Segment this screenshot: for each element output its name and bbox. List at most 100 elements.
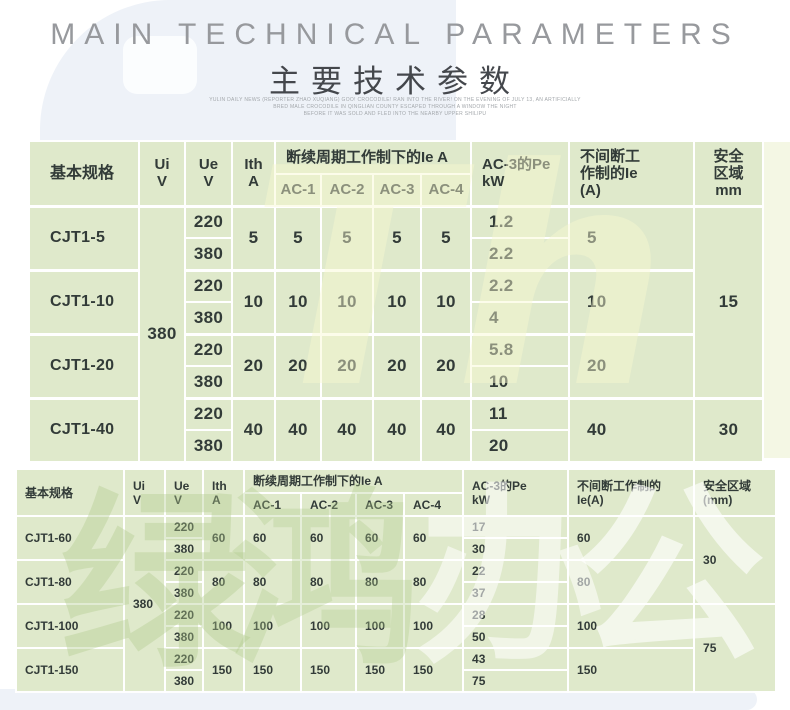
cell-ith: 10 [231, 268, 276, 335]
header-ue: Ue V [164, 468, 204, 517]
cell-pe: 50 [462, 625, 570, 649]
header-pe: AC-3的Pe kW [462, 468, 570, 517]
cell-ith: 20 [231, 332, 276, 399]
cell-ue: 220 [164, 603, 204, 627]
cell-pe: 75 [462, 669, 570, 693]
cell-ue: 380 [184, 365, 233, 399]
header-spec: 基本规格 [28, 140, 140, 207]
cell-ith: 150 [202, 647, 245, 693]
table-header-row: AC-1 AC-2 AC-3 AC-4 [16, 492, 776, 517]
cell-ac3: 100 [355, 603, 405, 649]
cell-ac3: 60 [355, 515, 405, 561]
cell-safety: 15 [693, 204, 765, 399]
header-duty-group: 断续周期工作制下的Ie A [242, 468, 465, 494]
table-row: 380 10 [29, 365, 763, 399]
cell-pe: 28 [462, 603, 570, 627]
table-row: 380 30 [16, 537, 776, 561]
cell-ac2: 5 [320, 204, 374, 271]
cell-ac3: 40 [372, 396, 422, 463]
cell-model: CJT1-80 [15, 559, 125, 605]
table-row: 380 2.2 [29, 237, 763, 271]
cell-model: CJT1-60 [15, 515, 125, 561]
table-row: CJT1-150 220 150 150 150 150 150 43 150 [15, 647, 776, 693]
header-ac3: AC-3 [372, 173, 422, 207]
header-ac1: AC-1 [274, 173, 322, 207]
cell-ue: 220 [184, 204, 233, 239]
cell-ie: 60 [567, 515, 696, 561]
cell-ac1: 100 [243, 603, 302, 649]
cell-pe: 1.2 [470, 204, 571, 239]
cell-ue: 220 [164, 515, 204, 539]
header-ith: Ith A [231, 140, 276, 207]
header-ie: 不间断工作制的 Ie(A) [567, 468, 696, 517]
table-row: 380 37 [16, 581, 776, 605]
table-row: CJT1-10 220 10 10 10 10 10 2.2 10 [28, 268, 763, 335]
cell-safety: 30 [693, 515, 778, 605]
header-spec: 基本规格 [15, 468, 125, 517]
cell-pe: 11 [470, 396, 571, 431]
cell-ue: 380 [164, 537, 204, 561]
header-safety: 安全区域 (mm) [693, 468, 778, 517]
cell-ac4: 100 [402, 603, 465, 649]
cell-ith: 80 [202, 559, 245, 605]
cell-model: CJT1-10 [28, 268, 140, 335]
header-ue: Ue V [184, 140, 233, 207]
table-header-row: 基本规格 Ui V Ue V Ith A 断续周期工作制下的Ie A AC-3的… [28, 140, 765, 207]
cell-ie: 100 [567, 603, 696, 649]
table-row: CJT1-20 220 20 20 20 20 20 5.8 20 [28, 332, 763, 399]
header-pe: AC-3的Pe kW [470, 140, 571, 207]
table-row: CJT1-5 380 220 5 5 5 5 5 1.2 5 15 [28, 204, 765, 463]
cell-ac2: 100 [300, 603, 357, 649]
cell-pe: 10 [470, 365, 571, 399]
cell-ac1: 60 [243, 515, 302, 561]
table-header-row: AC-1 AC-2 AC-3 AC-4 [29, 173, 763, 207]
cell-model: CJT1-20 [28, 332, 140, 399]
table-row: 380 4 [29, 301, 763, 335]
cell-ac1: 40 [274, 396, 322, 463]
cell-pe: 30 [462, 537, 570, 561]
parameters-table-small-models: 基本规格 Ui V Ue V Ith A 断续周期工作制下的Ie A AC-3的… [28, 140, 765, 463]
cell-ac2: 40 [320, 396, 374, 463]
cell-pe: 22 [462, 559, 570, 583]
cell-ac1: 150 [243, 647, 302, 693]
cell-ue: 380 [184, 301, 233, 335]
cell-pe: 5.8 [470, 332, 571, 367]
header-ie: 不间断工 作制的Ie (A) [568, 140, 696, 207]
table-row: CJT1-80 220 80 80 80 80 80 22 80 [15, 559, 776, 605]
cell-ac1: 80 [243, 559, 302, 605]
cell-ue: 380 [164, 625, 204, 649]
fineprint-text: YULIN DAILY NEWS (REPORTER ZHAO XUQIANG)… [209, 97, 581, 117]
table-row: 380 20 [29, 429, 763, 463]
header-ac3: AC-3 [355, 492, 405, 517]
cell-ac4: 20 [419, 332, 473, 399]
cell-safety: 75 [693, 603, 778, 693]
table-row: CJT1-100 220 100 100 100 100 100 28 100 … [15, 603, 778, 693]
cell-ui: 380 [123, 515, 166, 693]
page-title-zh: 主要技术参数 [269, 64, 521, 99]
cell-ue: 380 [164, 669, 204, 693]
header-ui: Ui V [123, 468, 166, 517]
cell-pe: 37 [462, 581, 570, 605]
cell-ue: 380 [184, 429, 233, 463]
cell-ac3: 5 [372, 204, 422, 271]
cell-ac4: 60 [402, 515, 465, 561]
header-ui: Ui V [138, 140, 186, 207]
side-tint-watermark [763, 142, 790, 458]
cell-ac4: 40 [419, 396, 473, 463]
parameters-table-large-models: 基本规格 Ui V Ue V Ith A 断续周期工作制下的Ie A AC-3的… [15, 468, 778, 693]
cell-ac4: 10 [419, 268, 473, 335]
cell-ie: 150 [567, 647, 696, 693]
table-row: 380 75 [16, 669, 776, 693]
table-row: CJT1-60 380 220 60 60 60 60 60 17 60 30 [15, 515, 778, 693]
cell-ac2: 80 [300, 559, 357, 605]
cell-model: CJT1-5 [28, 204, 140, 271]
table-header-row: 基本规格 Ui V Ue V Ith A 断续周期工作制下的Ie A AC-3的… [15, 468, 778, 517]
cell-ac1: 5 [274, 204, 322, 271]
cell-ie: 80 [567, 559, 696, 605]
cell-ue: 380 [184, 237, 233, 271]
header-ac4: AC-4 [419, 173, 473, 207]
cell-safety: 30 [693, 396, 765, 463]
cell-ue: 220 [164, 647, 204, 671]
cell-ith: 40 [231, 396, 276, 463]
header-duty-group: 断续周期工作制下的Ie A [273, 140, 473, 175]
